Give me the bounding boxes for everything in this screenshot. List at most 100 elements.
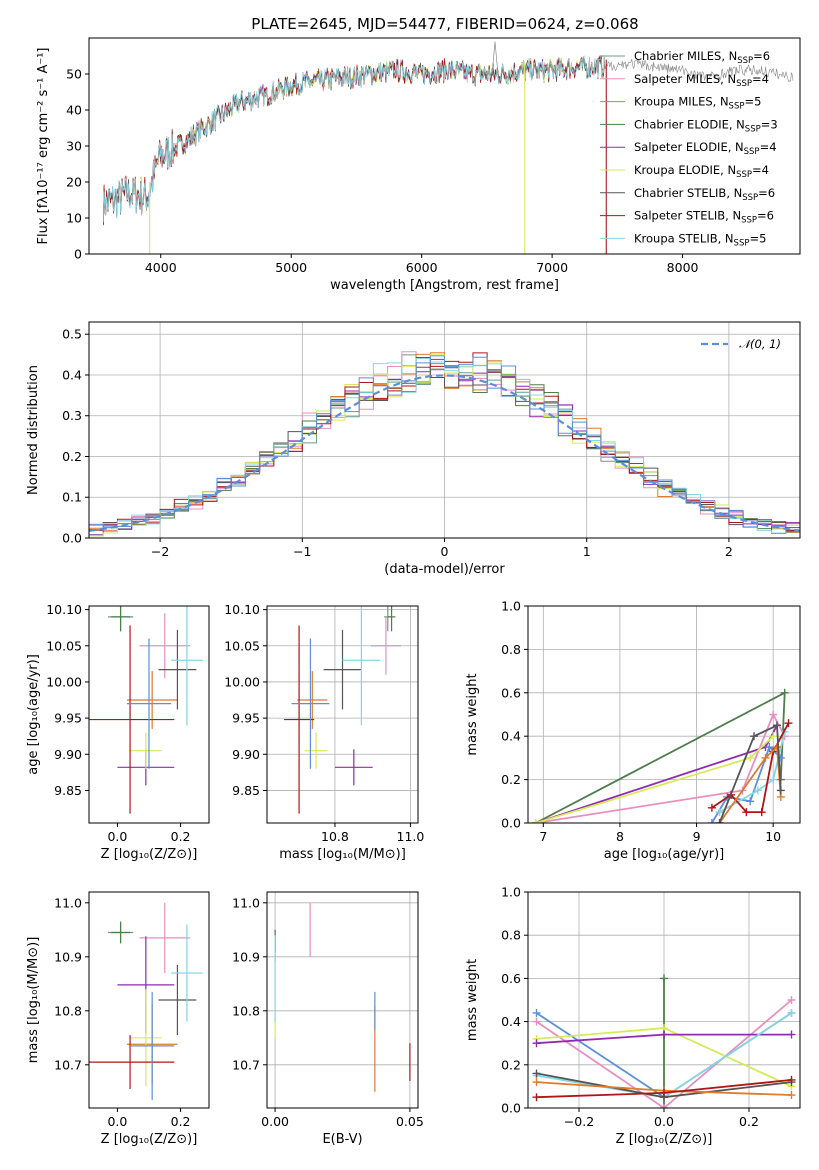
weight_vs_Z-point-marker (787, 1008, 796, 1017)
weight_vs_age-point-marker (707, 803, 716, 812)
residual-legend: 𝒩(0, 1) (701, 337, 781, 351)
spectrum-halpha-line (491, 41, 499, 75)
mass_vs_ebv-y-tick-label: 10.8 (232, 1003, 260, 1018)
residual_hist-x-tick-label: −2 (151, 544, 169, 559)
weight_vs_age-point-marker (776, 786, 785, 795)
age_vs_Z-plot-area (89, 606, 203, 814)
mass_vs_Z-x-tick-label: 0.0 (107, 1114, 127, 1129)
weight_vs_Z-point-marker (787, 1075, 796, 1084)
spectrum-legend-text: Salpeter ELODIE, N (634, 140, 744, 154)
weight_vs_Z-point-marker (660, 1030, 668, 1039)
weight_vs_Z-point-marker (532, 1069, 541, 1078)
weight_vs_age-x-tick-label: 8 (616, 829, 624, 844)
weight_vs_Z-point-marker (787, 1030, 796, 1039)
weight_vs_age-point-marker (715, 819, 724, 823)
age_vs_mass-y-tick-label: 10.05 (224, 638, 260, 653)
spectrum-legend-text: Kroupa STELIB, N (634, 231, 734, 245)
weight_vs_age-point-marker (780, 688, 789, 697)
weight_vs_Z-x-axis-label: Z [log₁₀(Z/Z⊙)] (616, 1132, 713, 1147)
residual_hist-y-axis-label: Normed distribution (26, 365, 41, 495)
weight_vs_Z-x-tick-label: −0.2 (564, 1114, 594, 1129)
weight_vs_age-y-tick-label: 0.6 (501, 685, 521, 700)
spectrum-legend-subscript: SSP (736, 79, 752, 89)
spectrum-x-tick-label: 5000 (275, 260, 307, 275)
spectrum-legend-text: Kroupa ELODIE, N (634, 163, 736, 177)
weight_vs_age-point-marker (746, 753, 755, 762)
residual_hist-plot-area (89, 351, 800, 537)
weight_vs_age-x-axis-label: age [log₁₀(age/yr)] (604, 847, 725, 862)
weight_vs_age-point-marker (707, 819, 716, 823)
residual_hist-x-tick-label: 1 (583, 544, 591, 559)
mass_vs_ebv-y-tick-label: 10.9 (232, 949, 260, 964)
weight_vs_Z-point-marker (787, 1091, 796, 1100)
age_vs_mass-y-tick-label: 10.10 (224, 602, 260, 617)
mass_vs_ebv-y-tick-label: 11.0 (232, 895, 260, 910)
mass_vs_Z-plot-area (89, 902, 203, 1100)
spectrum-legend-count: =4 (752, 163, 769, 177)
spectrum-legend-label: Kroupa ELODIE, NSSP=4 (634, 163, 769, 180)
spectrum-y-tick-label: 50 (66, 67, 82, 82)
weight_vs_Z-y-axis-label: mass weight (465, 959, 480, 1041)
weight_vs_age-y-tick-label: 0.0 (501, 816, 521, 831)
spectrum-legend-text: Salpeter MILES, N (634, 72, 736, 86)
age_vs_Z-y-tick-label: 9.90 (54, 747, 82, 762)
spectrum-x-axis-label: wavelength [Angstrom, rest frame] (330, 278, 559, 293)
spectrum-legend-subscript: SSP (744, 147, 760, 157)
weight_vs_Z-y-tick-label: 0.0 (501, 1101, 521, 1116)
weight_vs_age-point-marker (765, 743, 774, 752)
spectrum-legend-text: Chabrier MILES, N (634, 49, 737, 63)
spectrum-x-tick-label: 7000 (536, 260, 568, 275)
spectrum-plot-area (103, 41, 794, 254)
spectrum-y-tick-label: 30 (66, 139, 82, 154)
spectrum-x-tick-label: 6000 (406, 260, 438, 275)
residual-hist-step (89, 355, 800, 528)
weight_vs_Z-y-tick-label: 1.0 (501, 885, 521, 900)
weight_vs_Z-point-marker (660, 974, 668, 983)
spectrum-model-line (103, 54, 605, 223)
figure-title: PLATE=2645, MJD=54477, FIBERID=0624, z=0… (251, 15, 638, 33)
weight_vs_Z-y-tick-label: 0.8 (501, 928, 521, 943)
residual_hist-y-tick-label: 0.1 (62, 490, 82, 505)
age_vs_mass-axes: 10.8 11.0 9.85 9.90 9.95 10.00 10.05 10.10 mass … (224, 602, 424, 862)
spectrum-legend-subscript: SSP (745, 124, 761, 134)
age_vs_Z-x-tick-label: 0.0 (107, 829, 127, 844)
weight_vs_age-point-marker (753, 786, 762, 795)
weight_vs_Z-plot-area (532, 974, 796, 1108)
mass_vs_ebv-x-axis-label: E(B-V) (322, 1132, 362, 1147)
weight_vs_Z-y-tick-label: 0.6 (501, 971, 521, 986)
mass_vs_Z-y-tick-label: 11.0 (54, 895, 82, 910)
age_vs_Z-axes: 0.0 0.2 9.85 9.90 9.95 10.00 10.05 10.10 Z [log₁… (26, 602, 210, 862)
weight_vs_age-point-marker (784, 719, 793, 728)
weight_vs_age-point-marker (742, 808, 751, 817)
spectrum-legend-count: =4 (752, 72, 769, 86)
weight_vs_Z-point-marker (787, 996, 796, 1004)
mass_vs_ebv-axes: 0.00 0.05 10.7 10.8 10.9 11.0 E(B-V) (232, 891, 424, 1147)
spectrum-legend-subscript: SSP (737, 56, 753, 66)
spectrum-legend-text: Kroupa MILES, N (634, 95, 729, 109)
spectrum-legend-count: =5 (744, 95, 761, 109)
weight_vs_age-point-marker (769, 775, 778, 784)
spectrum-legend-count: =3 (761, 117, 778, 131)
residual_hist-y-tick-label: 0.5 (62, 327, 82, 342)
weight_vs_age-x-tick-label: 9 (693, 829, 701, 844)
spectrum-legend-label: Chabrier STELIB, NSSP=6 (634, 186, 775, 203)
age_vs_Z-y-tick-label: 9.85 (54, 783, 82, 798)
age_vs_mass-y-tick-label: 9.95 (232, 711, 260, 726)
age_vs_mass-y-tick-label: 9.85 (232, 783, 260, 798)
age_vs_Z-x-axis-label: Z [log₁₀(Z/Z⊙)] (101, 847, 198, 862)
mass_vs_Z-y-tick-label: 10.9 (54, 949, 82, 964)
spectrum-legend-text: Chabrier ELODIE, N (634, 117, 745, 131)
weight_vs_age-frame (527, 605, 801, 824)
weight_vs_age-point-marker (750, 732, 759, 741)
spectrum-legend-label: Salpeter MILES, NSSP=4 (634, 72, 769, 89)
spectrum-legend-label: Chabrier ELODIE, NSSP=3 (634, 117, 778, 134)
mass_vs_ebv-x-tick-label: 0.00 (261, 1114, 289, 1129)
spectrum-y-axis-label: Flux [fλ10⁻¹⁷ erg cm⁻² s⁻¹ A⁻¹] (36, 48, 51, 245)
weight_vs_age-series-line (718, 724, 782, 823)
residual-hist-step (89, 366, 800, 534)
spectrum-legend-text: Chabrier STELIB, N (634, 186, 742, 200)
spectrum-x-tick-label: 8000 (667, 260, 699, 275)
weight_vs_age-point-marker (531, 819, 540, 823)
weight_vs_age-axes: 7 8 9 10 0.0 0.2 0.4 0.6 0.8 1.0 age [log₁₀(age/yr… (465, 599, 801, 862)
